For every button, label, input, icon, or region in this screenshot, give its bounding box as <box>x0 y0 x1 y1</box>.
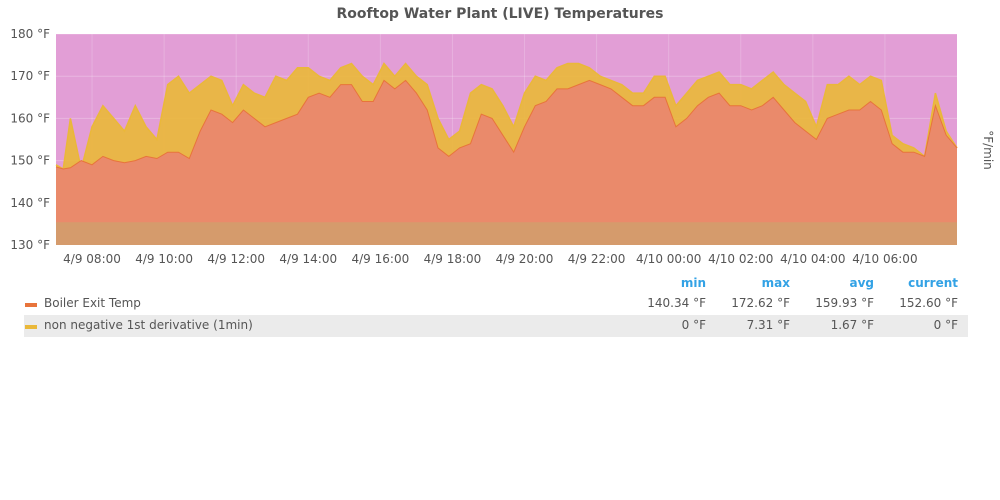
y-tick-label: 160 °F <box>10 111 50 125</box>
x-tick-label: 4/10 06:00 <box>852 252 917 266</box>
legend-min-boiler: 140.34 °F <box>647 296 706 310</box>
x-tick-label: 4/10 00:00 <box>636 252 701 266</box>
legend-current-boiler: 152.60 °F <box>899 296 958 310</box>
legend-max-boiler: 172.62 °F <box>731 296 790 310</box>
x-tick-label: 4/9 12:00 <box>207 252 265 266</box>
legend-col-min[interactable]: min <box>680 276 706 290</box>
x-tick-label: 4/9 22:00 <box>568 252 626 266</box>
legend-swatch-boiler[interactable] <box>25 303 37 307</box>
y-tick-label: 140 °F <box>10 196 50 210</box>
x-tick-label: 4/9 10:00 <box>135 252 193 266</box>
series-boiler-area <box>56 80 957 246</box>
legend-col-current[interactable]: current <box>908 276 958 290</box>
legend-row-boiler[interactable]: Boiler Exit Temp 140.34 °F 172.62 °F 159… <box>24 293 968 315</box>
legend-current-derivative: 0 °F <box>933 318 958 332</box>
baseline-band <box>56 222 957 245</box>
x-tick-label: 4/9 14:00 <box>279 252 337 266</box>
y2-axis-label: °F/min <box>981 130 995 170</box>
x-tick-label: 4/9 08:00 <box>63 252 121 266</box>
series-boiler-line <box>55 79 958 170</box>
legend-header: min max avg current <box>24 273 968 293</box>
x-tick-label: 4/9 20:00 <box>496 252 554 266</box>
legend-name-derivative[interactable]: non negative 1st derivative (1min) <box>44 318 253 332</box>
legend-avg-boiler: 159.93 °F <box>815 296 874 310</box>
legend-row-derivative[interactable]: non negative 1st derivative (1min) 0 °F … <box>24 315 968 337</box>
x-tick-label: 4/9 18:00 <box>424 252 482 266</box>
y-tick-label: 130 °F <box>10 238 50 252</box>
legend-col-avg[interactable]: avg <box>849 276 874 290</box>
y-tick-label: 180 °F <box>10 27 50 41</box>
x-tick-label: 4/10 02:00 <box>708 252 773 266</box>
series-derivative-line <box>55 62 958 171</box>
legend-min-derivative: 0 °F <box>681 318 706 332</box>
legend-name-boiler[interactable]: Boiler Exit Temp <box>44 296 141 310</box>
y-tick-label: 170 °F <box>10 69 50 83</box>
y-tick-label: 150 °F <box>10 154 50 168</box>
legend-swatch-derivative[interactable] <box>25 325 37 329</box>
chart-title: Rooftop Water Plant (LIVE) Temperatures <box>336 6 664 22</box>
x-tick-label: 4/9 16:00 <box>352 252 410 266</box>
legend-table: min max avg current Boiler Exit Temp 140… <box>24 273 968 337</box>
x-tick-label: 4/10 04:00 <box>780 252 845 266</box>
legend-max-derivative: 7.31 °F <box>746 318 790 332</box>
legend-avg-derivative: 1.67 °F <box>830 318 874 332</box>
legend-col-max[interactable]: max <box>761 276 790 290</box>
